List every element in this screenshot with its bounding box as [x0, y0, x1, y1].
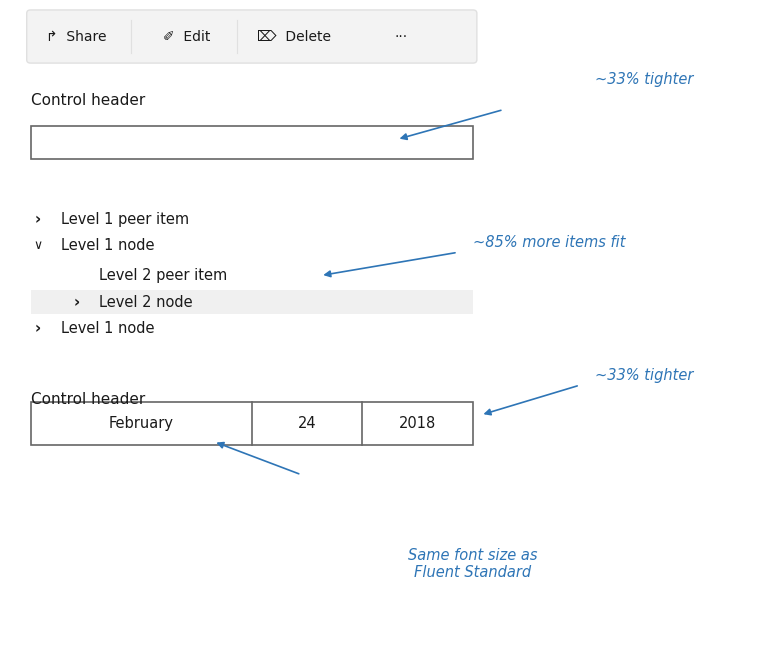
Text: Level 1 peer item: Level 1 peer item — [61, 212, 189, 226]
Bar — [31, 402, 473, 445]
Text: Level 2 node: Level 2 node — [99, 295, 193, 309]
Text: 2018: 2018 — [399, 416, 436, 431]
Text: ···: ··· — [394, 29, 407, 44]
Text: ›: › — [73, 295, 79, 309]
Text: ›: › — [35, 212, 41, 226]
Text: Level 2 peer item: Level 2 peer item — [99, 268, 227, 283]
Text: ›: › — [35, 321, 41, 336]
Bar — [31, 126, 473, 159]
Text: Control header: Control header — [31, 392, 145, 407]
Text: ~33% tighter: ~33% tighter — [595, 368, 694, 382]
Text: Level 1 node: Level 1 node — [61, 321, 155, 336]
Text: ~85% more items fit: ~85% more items fit — [473, 235, 626, 250]
Bar — [31, 290, 473, 314]
Text: ~33% tighter: ~33% tighter — [595, 72, 694, 87]
Text: Level 1 node: Level 1 node — [61, 238, 155, 253]
Text: Control header: Control header — [31, 93, 145, 108]
Text: 24: 24 — [298, 416, 317, 431]
Text: ⌦  Delete: ⌦ Delete — [257, 29, 330, 44]
Text: ✐  Edit: ✐ Edit — [163, 29, 211, 44]
FancyBboxPatch shape — [27, 10, 477, 63]
Text: February: February — [108, 416, 174, 431]
Text: Same font size as
Fluent Standard: Same font size as Fluent Standard — [408, 548, 538, 580]
Text: ↱  Share: ↱ Share — [46, 29, 107, 44]
Text: ∨: ∨ — [34, 239, 43, 252]
